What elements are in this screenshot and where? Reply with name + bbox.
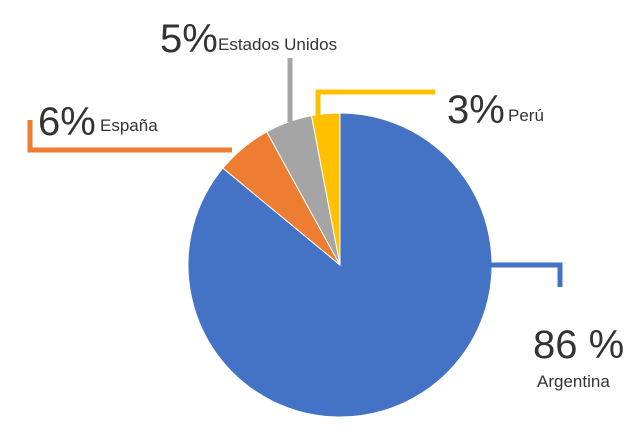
value-label: 6% bbox=[38, 100, 96, 144]
pie-slice bbox=[187, 112, 493, 418]
leader-line bbox=[27, 120, 232, 153]
leader-line bbox=[315, 89, 435, 120]
pie-slice bbox=[310, 112, 341, 266]
category-label: España bbox=[100, 116, 158, 135]
category-label: Estados Unidos bbox=[218, 35, 337, 54]
leader-line bbox=[490, 262, 563, 287]
value-label: 86 % bbox=[533, 323, 624, 367]
category-label: Argentina bbox=[537, 372, 610, 391]
value-label: 5% bbox=[160, 17, 218, 61]
category-label: Perú bbox=[508, 106, 544, 125]
value-label: 3% bbox=[447, 88, 505, 132]
